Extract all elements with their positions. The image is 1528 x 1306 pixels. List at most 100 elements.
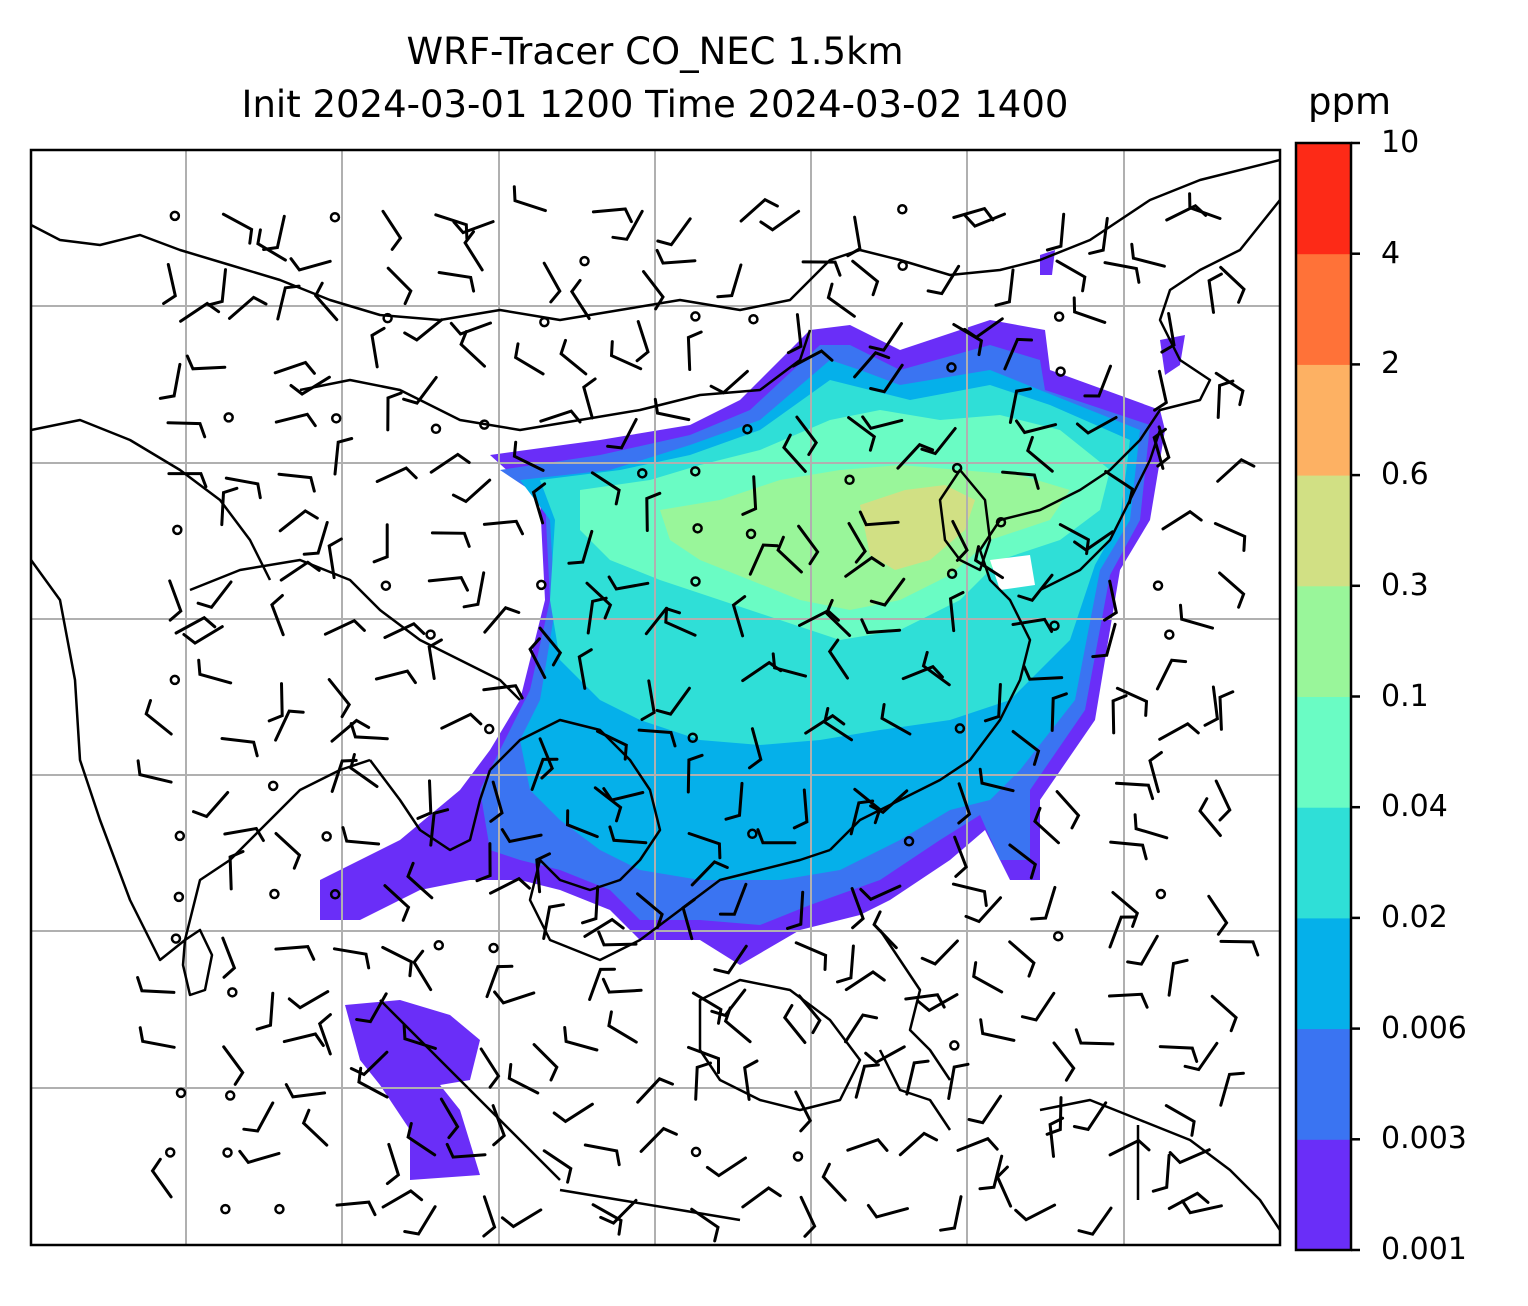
wind-barb — [846, 215, 862, 258]
colorbar-tick-label: 0.3 — [1381, 567, 1429, 603]
wind-barb — [690, 860, 729, 887]
wind-barb — [1167, 1191, 1210, 1210]
wind-barb — [602, 787, 645, 802]
wind-barb — [289, 257, 332, 272]
wind-barb — [951, 520, 969, 562]
wind-barb — [406, 861, 434, 900]
wind-barb — [1153, 369, 1168, 412]
wind-barb — [452, 220, 495, 235]
calm-wind-marker — [425, 629, 436, 640]
wind-barb — [821, 1162, 847, 1202]
wind-barb — [713, 944, 748, 975]
wind-barb — [282, 1032, 325, 1047]
wind-barb — [585, 581, 613, 620]
wind-barb — [608, 825, 648, 845]
wind-barb — [255, 991, 275, 1031]
calm-wind-marker — [329, 889, 341, 900]
wind-barb — [385, 1142, 401, 1186]
wind-barb — [1115, 781, 1155, 801]
wind-barb — [273, 360, 316, 375]
wind-barb — [381, 209, 403, 251]
wind-barb — [224, 476, 262, 500]
wind-barb — [489, 876, 531, 895]
wind-barb — [869, 363, 904, 394]
wind-barb — [948, 591, 965, 633]
wind-barb — [577, 648, 593, 690]
calm-wind-marker — [1055, 366, 1066, 377]
wind-barb — [844, 1013, 879, 1044]
calm-wind-marker — [897, 260, 908, 272]
wind-barb — [462, 571, 486, 609]
wind-barb — [138, 1026, 176, 1049]
calm-wind-marker — [169, 210, 181, 222]
wind-barb — [1111, 694, 1128, 735]
calm-wind-marker — [748, 313, 759, 325]
wind-barb — [599, 1198, 638, 1225]
colorbar-band — [1296, 1139, 1351, 1251]
calm-wind-marker — [903, 836, 915, 847]
wind-barb — [274, 945, 316, 961]
wind-barb — [552, 1102, 594, 1124]
calm-wind-marker — [172, 524, 183, 536]
wind-barb — [694, 1061, 712, 1101]
wind-barb — [1203, 685, 1220, 727]
wind-barb — [238, 1149, 281, 1165]
wind-barb — [1168, 1148, 1211, 1165]
wind-barb — [853, 351, 891, 379]
wind-barb — [858, 510, 900, 527]
wind-barb — [223, 826, 265, 842]
calm-wind-marker — [690, 1146, 702, 1158]
wind-barb — [485, 964, 514, 999]
colorbar-tick-label: 0.003 — [1381, 1121, 1467, 1157]
wind-barb — [1218, 690, 1235, 731]
calm-wind-marker — [539, 316, 550, 328]
wind-barb — [995, 1165, 1013, 1208]
wind-barb — [656, 217, 692, 247]
wind-barb — [709, 369, 749, 395]
wind-barb — [978, 1154, 1004, 1191]
colorbar-band — [1296, 475, 1351, 587]
wind-barb — [901, 664, 944, 681]
wind-barb — [1111, 891, 1140, 928]
wind-barb — [372, 523, 389, 564]
wind-barb — [530, 757, 559, 791]
wind-barb — [192, 791, 230, 819]
colorbar-band — [1296, 1028, 1351, 1140]
calm-wind-marker — [951, 462, 963, 474]
wind-barb — [1074, 1028, 1115, 1046]
wind-barb — [582, 377, 597, 420]
wind-barb — [771, 652, 807, 678]
wind-barb — [256, 228, 287, 262]
wind-barb — [741, 1186, 782, 1209]
wind-barb — [136, 759, 173, 784]
wind-barb — [535, 852, 551, 894]
wind-barb — [804, 713, 846, 735]
tracer-band-0001-south — [345, 1000, 480, 1180]
wind-barb — [994, 268, 1015, 307]
calm-wind-marker — [169, 674, 181, 686]
wind-barb — [756, 828, 797, 845]
wind-barb — [1108, 1138, 1151, 1157]
calm-wind-marker — [949, 1040, 960, 1051]
wind-barb — [445, 1142, 487, 1159]
calm-wind-marker — [479, 419, 490, 430]
calm-wind-marker — [579, 255, 590, 267]
wind-barb — [1210, 994, 1238, 1033]
wind-barb — [1108, 992, 1149, 1009]
wind-barb — [898, 1131, 939, 1157]
wind-barb — [1130, 242, 1166, 268]
wind-barb — [1088, 216, 1109, 255]
wind-barb — [1072, 1101, 1108, 1132]
wind-barb — [591, 207, 633, 224]
wind-barb — [158, 362, 182, 400]
border-central-asia — [31, 418, 272, 581]
wind-barb — [569, 278, 591, 320]
wind-barb — [274, 709, 305, 742]
calm-wind-marker — [488, 942, 499, 954]
wind-barb — [637, 728, 677, 748]
map-title-line1: WRF-Tracer CO_NEC 1.5km — [406, 30, 904, 73]
colorbar-tick-label: 0.001 — [1381, 1232, 1467, 1267]
wind-barb — [1188, 192, 1222, 220]
wind-barb — [174, 615, 217, 635]
wind-barb — [795, 415, 819, 456]
